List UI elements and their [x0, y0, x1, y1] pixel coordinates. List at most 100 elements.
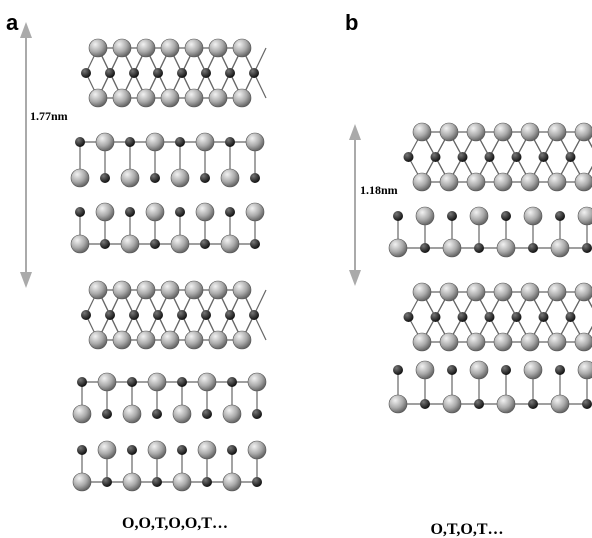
atom-small: [77, 377, 87, 387]
atom-small: [539, 152, 549, 162]
atom-large: [233, 331, 251, 349]
atom-large: [171, 169, 189, 187]
atom-large: [548, 283, 566, 301]
atom-small: [75, 207, 85, 217]
atom-large: [96, 133, 114, 151]
atom-large: [113, 89, 131, 107]
atom-large: [198, 373, 216, 391]
atom-large: [551, 239, 569, 257]
atom-small: [177, 68, 187, 78]
atom-small: [393, 211, 403, 221]
atom-large: [467, 333, 485, 351]
atom-large: [173, 473, 191, 491]
atom-small: [152, 477, 162, 487]
atom-large: [440, 333, 458, 351]
atom-large: [221, 235, 239, 253]
atom-large: [146, 133, 164, 151]
atom-large: [161, 89, 179, 107]
atom-small: [102, 409, 112, 419]
atom-large: [521, 333, 539, 351]
atom-small: [404, 312, 414, 322]
atom-small: [150, 239, 160, 249]
atom-large: [73, 405, 91, 423]
atom-large: [413, 123, 431, 141]
atom-large: [413, 283, 431, 301]
atom-large: [137, 281, 155, 299]
atom-large: [123, 473, 141, 491]
atom-small: [539, 312, 549, 322]
atom-large: [467, 173, 485, 191]
atom-large: [121, 169, 139, 187]
atom-small: [501, 211, 511, 221]
atom-large: [467, 283, 485, 301]
atom-small: [485, 152, 495, 162]
atom-large: [161, 331, 179, 349]
atom-small: [404, 152, 414, 162]
atom-small: [555, 211, 565, 221]
atom-large: [137, 39, 155, 57]
atom-small: [225, 68, 235, 78]
atom-large: [548, 333, 566, 351]
atom-large: [209, 89, 227, 107]
atom-small: [202, 477, 212, 487]
atom-large: [98, 373, 116, 391]
atom-large: [494, 283, 512, 301]
atom-large: [113, 331, 131, 349]
panel-label: a: [6, 10, 19, 35]
atom-small: [77, 445, 87, 455]
atom-large: [521, 173, 539, 191]
atom-large: [246, 133, 264, 151]
atom-large: [467, 123, 485, 141]
atom-small: [528, 243, 538, 253]
stacking-caption: O,T,O,T…: [430, 521, 503, 538]
atom-small: [125, 137, 135, 147]
atom-large: [443, 239, 461, 257]
atom-large: [221, 169, 239, 187]
atom-small: [447, 365, 457, 375]
atom-large: [494, 173, 512, 191]
atom-small: [225, 207, 235, 217]
atom-large: [443, 395, 461, 413]
atom-large: [89, 331, 107, 349]
atom-small: [200, 239, 210, 249]
atom-large: [497, 395, 515, 413]
atom-large: [524, 361, 542, 379]
atom-small: [127, 377, 137, 387]
atom-large: [223, 473, 241, 491]
structures: [71, 39, 592, 491]
atom-large: [171, 235, 189, 253]
atom-small: [105, 68, 115, 78]
atom-small: [458, 152, 468, 162]
atom-large: [575, 283, 592, 301]
atom-large: [246, 203, 264, 221]
atom-small: [431, 152, 441, 162]
atom-small: [252, 477, 262, 487]
atom-small: [129, 68, 139, 78]
figure: a b 1.77nm 1.18nm O,O,T,O,O,T… O,T,O,T…: [0, 0, 592, 538]
atom-small: [501, 365, 511, 375]
atom-large: [173, 405, 191, 423]
atom-large: [248, 373, 266, 391]
atom-small: [566, 152, 576, 162]
atom-small: [201, 68, 211, 78]
atom-large: [137, 89, 155, 107]
atom-small: [102, 477, 112, 487]
atom-small: [512, 152, 522, 162]
atom-large: [575, 123, 592, 141]
atom-small: [153, 68, 163, 78]
atom-small: [200, 173, 210, 183]
atom-small: [177, 445, 187, 455]
atom-small: [227, 377, 237, 387]
atom-large: [440, 123, 458, 141]
atom-large: [470, 361, 488, 379]
atom-large: [89, 89, 107, 107]
atom-large: [209, 331, 227, 349]
atom-large: [89, 281, 107, 299]
atom-large: [470, 207, 488, 225]
atom-large: [233, 89, 251, 107]
atom-large: [575, 173, 592, 191]
atom-large: [578, 207, 592, 225]
atom-large: [416, 207, 434, 225]
atom-large: [413, 173, 431, 191]
atom-small: [202, 409, 212, 419]
